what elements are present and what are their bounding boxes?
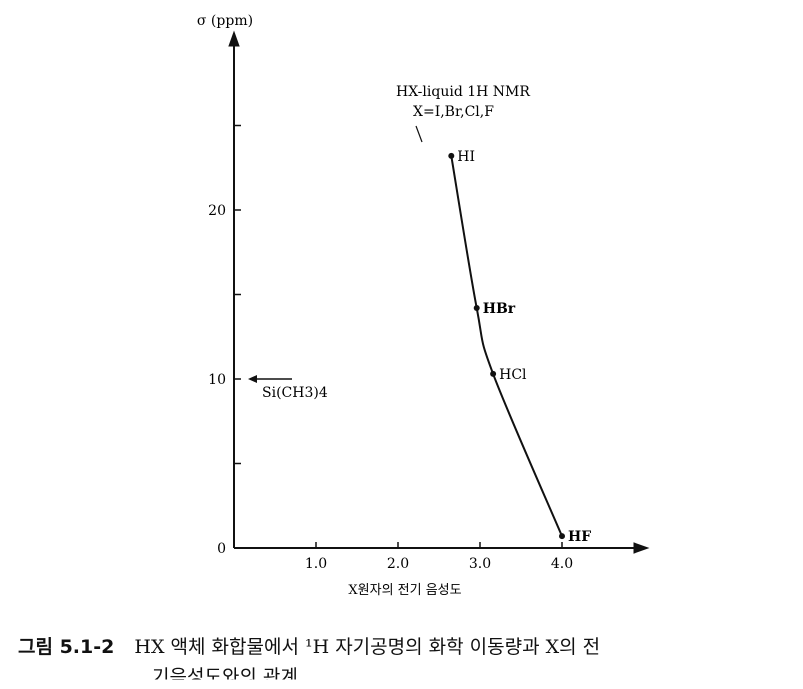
point-labels: HI HBr HCl HF: [457, 149, 591, 545]
x-axis-arrow: [633, 542, 650, 554]
reference-label: Si(CH3)4: [262, 385, 328, 401]
x-tick-label: 2.0: [387, 556, 409, 572]
data-point: [490, 370, 497, 377]
annotation-line: HX-liquid 1H NMR: [396, 84, 530, 100]
x-tick-label: 1.0: [305, 556, 327, 572]
series-line: [450, 155, 563, 537]
y-tick-label: 10: [208, 372, 226, 388]
ticks: [234, 124, 563, 548]
caption-text-line-2: 기음성도와의 관계: [152, 666, 298, 688]
annotation: HX-liquid 1H NMR X=I,Br,Cl,F: [396, 84, 530, 120]
annotation-leader: [415, 125, 423, 143]
data-point: [473, 305, 480, 312]
x-axis-label: X원자의 전기 음성도: [348, 583, 461, 598]
data-point: [559, 533, 565, 540]
data-points: [448, 152, 565, 540]
annotation-line: X=I,Br,Cl,F: [413, 104, 494, 120]
annotation-leader-line: [415, 125, 423, 143]
point-label: HI: [457, 149, 475, 165]
reference-arrowhead: [248, 375, 257, 383]
y-axis-arrow: [228, 30, 240, 47]
y-axis-label: σ (ppm): [197, 13, 253, 29]
caption-text-line-1: HX 액체 화합물에서 ¹H 자기공명의 화학 이동량과 X의 전: [134, 636, 601, 658]
data-point: [448, 152, 455, 159]
reference-marker: Si(CH3)4: [248, 375, 328, 401]
point-label: HBr: [483, 301, 516, 317]
point-label: HF: [568, 529, 591, 545]
point-label: HCl: [499, 367, 527, 383]
x-tick-label: 4.0: [551, 556, 573, 572]
y-tick-label: 0: [217, 541, 226, 557]
chart: 1.0 2.0 3.0 4.0 0 10 20 HI HBr HCl HF Si(CH3)4 HX…: [197, 13, 650, 598]
figure-number: 그림 5.1-2: [18, 636, 115, 658]
tick-labels: 1.0 2.0 3.0 4.0 0 10 20: [208, 203, 573, 572]
x-tick-label: 3.0: [469, 556, 491, 572]
y-tick-label: 20: [208, 203, 226, 219]
